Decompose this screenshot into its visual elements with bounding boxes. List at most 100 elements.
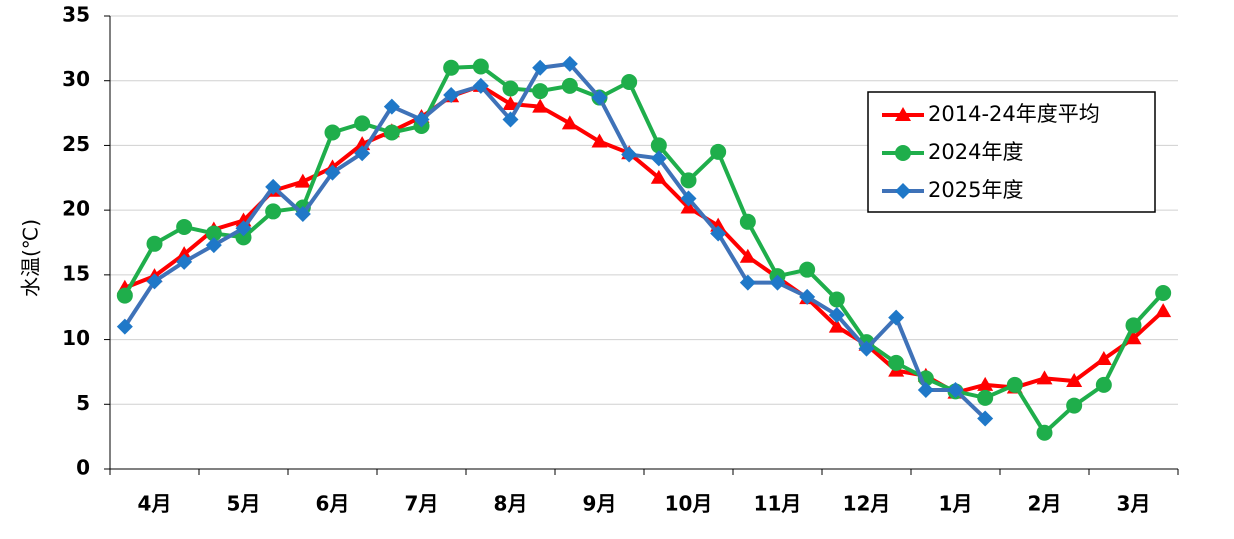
marker <box>502 96 519 111</box>
marker <box>858 340 875 357</box>
x-tick-label: 2月 <box>1028 492 1062 516</box>
marker <box>650 137 667 154</box>
y-tick-label: 30 <box>62 67 90 91</box>
marker <box>710 143 727 160</box>
marker <box>235 220 252 237</box>
marker <box>235 229 252 246</box>
marker <box>116 287 133 304</box>
y-tick-label: 20 <box>62 197 90 221</box>
y-tick-label: 5 <box>76 391 90 415</box>
marker <box>146 273 163 290</box>
marker <box>828 306 845 323</box>
y-axis-label: 水温(℃) <box>19 219 43 297</box>
marker <box>621 146 638 163</box>
marker <box>561 55 578 72</box>
marker <box>443 59 460 76</box>
marker <box>739 274 756 291</box>
marker <box>294 173 311 188</box>
marker <box>1095 376 1112 393</box>
marker <box>888 354 905 371</box>
marker <box>294 206 311 223</box>
marker <box>591 89 608 106</box>
marker <box>680 172 697 189</box>
marker <box>413 111 430 128</box>
x-tick-label: 10月 <box>665 492 713 516</box>
marker <box>888 309 905 326</box>
marker <box>532 83 549 100</box>
legend-label: 2024年度 <box>928 140 1023 164</box>
marker <box>265 203 282 220</box>
marker <box>146 235 163 252</box>
marker <box>680 199 697 214</box>
y-tick-label: 25 <box>62 132 90 156</box>
x-tick-label: 1月 <box>939 492 973 516</box>
x-tick-label: 3月 <box>1117 492 1151 516</box>
marker <box>895 183 911 199</box>
marker <box>1155 303 1172 318</box>
marker <box>739 213 756 230</box>
x-tick-label: 4月 <box>138 492 172 516</box>
marker <box>1095 350 1112 365</box>
marker <box>324 124 341 141</box>
legend-label: 2014-24年度平均 <box>928 102 1100 126</box>
x-tick-label: 11月 <box>754 492 802 516</box>
y-tick-label: 0 <box>76 456 90 480</box>
marker <box>799 288 816 305</box>
y-tick-label: 35 <box>62 3 90 27</box>
marker <box>917 382 934 399</box>
marker <box>1066 397 1083 414</box>
x-tick-label: 12月 <box>843 492 891 516</box>
marker <box>502 80 519 97</box>
marker <box>1066 372 1083 387</box>
marker <box>205 225 222 242</box>
marker <box>205 237 222 254</box>
x-tick-label: 5月 <box>227 492 261 516</box>
marker <box>895 107 911 121</box>
marker <box>176 253 193 270</box>
marker <box>561 115 578 130</box>
marker <box>977 376 994 391</box>
marker <box>680 190 697 207</box>
marker <box>650 169 667 184</box>
y-tick-label: 10 <box>62 326 90 350</box>
marker <box>769 274 786 291</box>
marker <box>116 318 133 335</box>
marker <box>502 111 519 128</box>
y-tick-label: 15 <box>62 261 90 285</box>
marker <box>1125 330 1142 345</box>
marker <box>1125 317 1142 334</box>
marker <box>324 164 341 181</box>
marker <box>1036 370 1053 385</box>
marker <box>799 261 816 278</box>
marker <box>1006 376 1023 393</box>
marker <box>383 124 400 141</box>
marker <box>828 291 845 308</box>
marker <box>947 382 964 399</box>
marker <box>710 225 727 242</box>
marker <box>739 248 756 263</box>
marker <box>561 77 578 94</box>
marker <box>176 218 193 235</box>
marker <box>828 318 845 333</box>
marker <box>532 98 549 113</box>
marker <box>650 150 667 167</box>
x-tick-label: 7月 <box>405 492 439 516</box>
marker <box>354 115 371 132</box>
marker <box>472 58 489 75</box>
x-tick-label: 9月 <box>583 492 617 516</box>
marker <box>265 178 282 195</box>
marker <box>532 59 549 76</box>
marker <box>977 389 994 406</box>
marker <box>354 145 371 162</box>
x-tick-label: 6月 <box>316 492 350 516</box>
legend: 2014-24年度平均 2024年度 2025年度 <box>867 91 1156 213</box>
series-line <box>123 61 987 420</box>
marker <box>383 98 400 115</box>
marker <box>591 133 608 148</box>
x-tick-label: 8月 <box>494 492 528 516</box>
marker <box>895 145 911 161</box>
marker <box>443 86 460 103</box>
marker <box>472 77 489 94</box>
marker <box>1036 424 1053 441</box>
